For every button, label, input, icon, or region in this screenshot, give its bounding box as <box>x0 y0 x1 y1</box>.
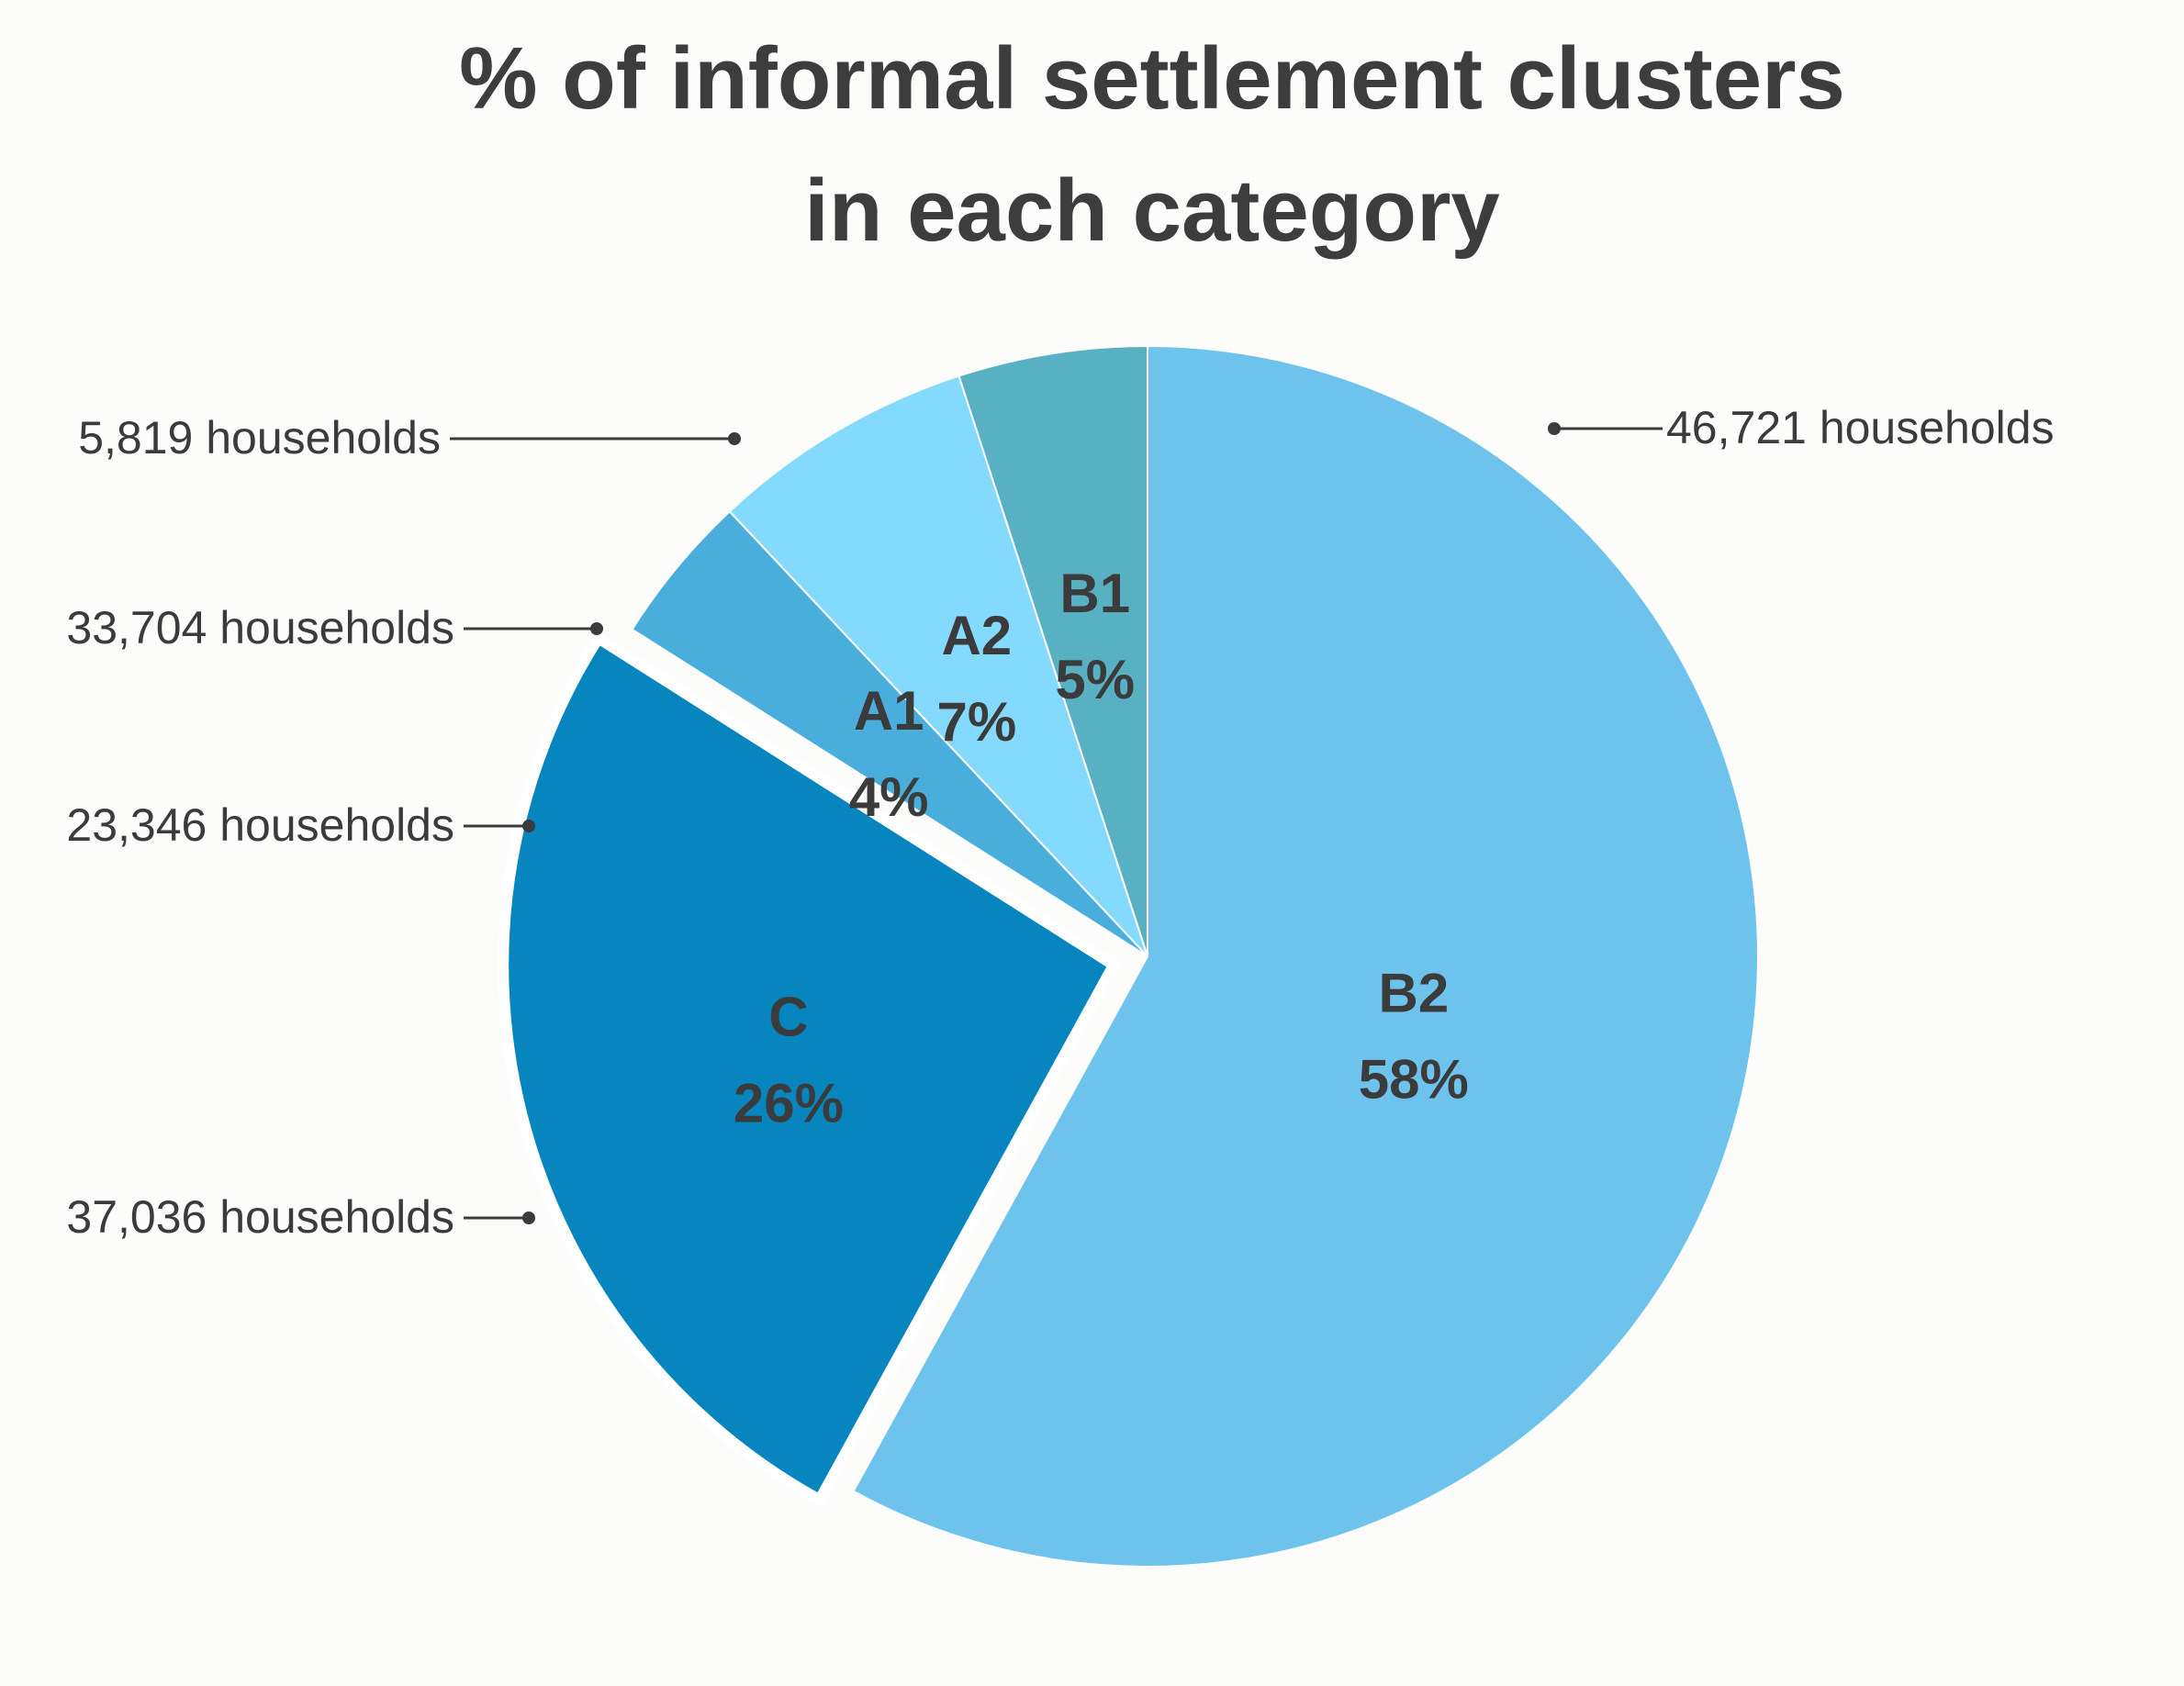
slice-percent-label-a2: 7% <box>936 691 1016 753</box>
slice-percent-label-b1: 5% <box>1055 649 1135 710</box>
pie-slices <box>498 344 1759 1568</box>
slice-category-label-c: C <box>768 986 808 1047</box>
household-count-a2: 33,704 households <box>66 602 454 653</box>
callout-dot-a2 <box>590 622 603 635</box>
slice-b1 <box>958 344 1148 957</box>
slice-percent-label-a1: 4% <box>849 766 929 828</box>
slice-category-label-b2: B2 <box>1378 962 1449 1023</box>
household-count-c: 37,036 households <box>66 1191 454 1243</box>
household-count-b1: 5,819 households <box>78 412 441 463</box>
household-count-a1: 23,346 households <box>66 799 454 851</box>
slice-labels: B2 58% C 26% A1 4% A2 7% B1 5% <box>734 563 1469 1134</box>
callout-dot-a1 <box>522 820 535 832</box>
callout-dot-c <box>522 1211 535 1224</box>
slice-a2 <box>728 374 1148 957</box>
household-count-b2: 46,721 households <box>1666 402 2055 453</box>
slice-percent-label-c: 26% <box>734 1072 844 1133</box>
chart-title-line-2: in each category <box>804 162 1500 260</box>
slice-category-label-a1: A1 <box>854 680 924 742</box>
callout-dot-b1 <box>728 432 741 445</box>
slice-c <box>498 630 1122 1508</box>
slice-category-label-a2: A2 <box>941 605 1012 666</box>
chart-title-line-1: % of informal settlement clusters <box>459 29 1845 128</box>
slice-b2 <box>852 344 1759 1568</box>
household-callouts: 46,721 households 37,036 households 23,346… <box>66 402 2054 1243</box>
slice-category-label-b1: B1 <box>1059 563 1130 624</box>
slice-percent-label-b2: 58% <box>1359 1048 1469 1110</box>
callout-dot-b2 <box>1548 422 1561 435</box>
